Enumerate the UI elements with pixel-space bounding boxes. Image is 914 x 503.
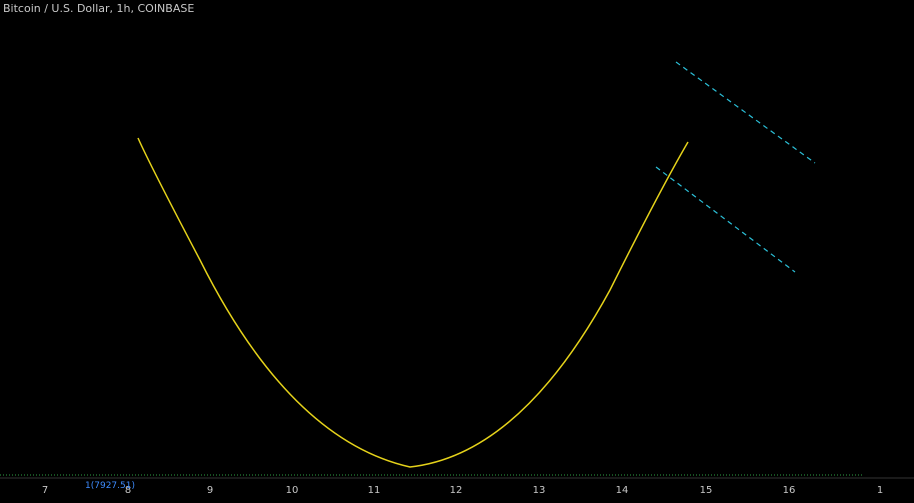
fib-partial-label: 1(7927.51) — [85, 481, 135, 491]
time-tick-label: 14 — [616, 485, 629, 496]
cup-curve — [137, 137, 689, 468]
time-tick-label: 12 — [450, 485, 463, 496]
time-tick-label: 9 — [207, 485, 213, 496]
time-tick-label: 13 — [533, 485, 546, 496]
time-tick-label: 15 — [700, 485, 713, 496]
time-tick-label: 1 — [877, 485, 883, 496]
time-tick-label: 11 — [368, 485, 381, 496]
time-tick-label: 7 — [42, 485, 48, 496]
channel-lower-line — [655, 166, 796, 273]
time-tick-label: 10 — [286, 485, 299, 496]
channel-upper-line — [675, 61, 816, 164]
time-tick-label: 16 — [783, 485, 796, 496]
time-tick-label: 8 — [125, 485, 131, 496]
chart-title: Bitcoin / U.S. Dollar, 1h, COINBASE — [3, 2, 195, 15]
